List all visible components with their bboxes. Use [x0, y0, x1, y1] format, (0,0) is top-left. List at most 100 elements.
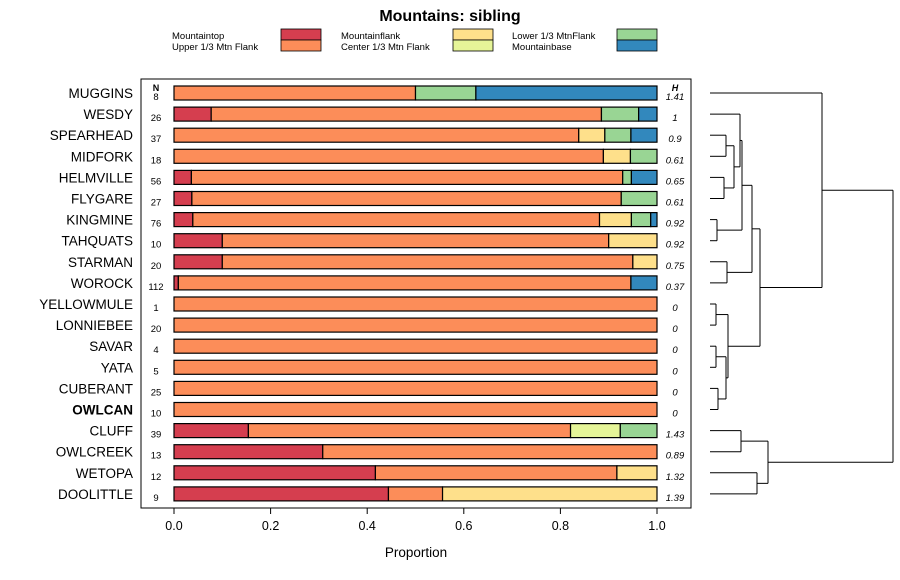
row-label: STARMAN [68, 255, 133, 270]
row-midfork: MIDFORK 18 0.61 [71, 148, 685, 166]
row-h-value: 0.65 [666, 176, 685, 187]
row-n-value: 13 [151, 451, 162, 462]
bar-segment-upper-1-3-mtn-flank [177, 275, 632, 291]
bar-segment-upper-1-3-mtn-flank [190, 169, 624, 185]
row-n-value: 20 [151, 261, 162, 272]
n-column-header: N [153, 83, 160, 93]
row-lonniebee: LONNIEBEE 20 0 [56, 317, 678, 335]
bar-segment-mountainflank [608, 233, 658, 249]
x-tick-label: 0.0 [165, 519, 182, 533]
legend-swatch-lower-1-3-mtnflank [616, 28, 658, 41]
bar-segment-mountainflank [602, 148, 632, 164]
row-starman: STARMAN 20 0.75 [68, 254, 685, 272]
bar-segment-mountainflank [632, 254, 658, 270]
legend-label-mountainflank: Mountainflank [341, 31, 400, 42]
row-label: OWLCREEK [56, 445, 133, 460]
bar-segment-upper-1-3-mtn-flank [173, 317, 658, 333]
row-n-value: 39 [151, 430, 162, 441]
bar-segment-mountaintop [173, 423, 249, 439]
row-n-value: 56 [151, 176, 162, 187]
bar-segment-lower-1-3-mtnflank [600, 106, 640, 122]
bar-segment-upper-1-3-mtn-flank [374, 465, 618, 481]
row-yata: YATA 5 0 [101, 359, 678, 377]
bar-segment-mountainflank [598, 212, 633, 228]
legend-label-mountaintop: Mountaintop [172, 31, 224, 42]
x-axis-label: Proportion [385, 545, 447, 560]
chart-rows: MUGGINS 8 1.41 WESDY 26 1 SPEARHEAD 37 0.9 MIDFOR… [39, 85, 685, 504]
bar-segment-mountaintop [173, 275, 179, 291]
row-n-value: 25 [151, 387, 162, 398]
bar-segment-lower-1-3-mtnflank [622, 169, 633, 185]
row-n-value: 5 [153, 366, 158, 377]
row-label: YATA [101, 360, 133, 375]
bar-segment-lower-1-3-mtnflank [620, 190, 658, 207]
bar-segment-upper-1-3-mtn-flank [173, 359, 658, 375]
row-h-value: 0.9 [668, 134, 682, 145]
row-label: TAHQUATS [61, 234, 133, 249]
row-helmville: HELMVILLE 56 0.65 [59, 169, 685, 187]
bar-segment-mountainbase [475, 85, 658, 101]
row-label: WOROCK [71, 276, 133, 291]
bar-segment-mountaintop [173, 212, 194, 228]
bar-segment-mountaintop [173, 190, 193, 207]
row-muggins: MUGGINS 8 1.41 [68, 85, 685, 103]
legend-label-center-1-3-mtn-flank: Center 1/3 Mtn Flank [341, 42, 430, 53]
row-h-value: 0.61 [666, 198, 685, 209]
bar-segment-mountaintop [173, 233, 223, 249]
bar-segment-upper-1-3-mtn-flank [191, 190, 622, 207]
bar-segment-upper-1-3-mtn-flank [173, 380, 658, 396]
row-cuberant: CUBERANT 25 0 [59, 380, 678, 398]
row-label: SPEARHEAD [50, 128, 134, 143]
bar-segment-upper-1-3-mtn-flank [387, 486, 444, 502]
bar-segment-mountaintop [173, 465, 377, 481]
row-worock: WOROCK 112 0.37 [71, 275, 685, 293]
bar-segment-upper-1-3-mtn-flank [173, 85, 417, 101]
row-label: YELLOWMULE [39, 297, 133, 312]
row-n-value: 26 [151, 113, 162, 124]
bar-segment-lower-1-3-mtnflank [604, 127, 632, 143]
row-n-value: 20 [151, 324, 162, 335]
bar-segment-mountainflank [616, 465, 658, 481]
row-label: LONNIEBEE [56, 318, 133, 333]
row-wesdy: WESDY 26 1 [83, 106, 678, 124]
x-tick-label: 0.4 [359, 519, 376, 533]
row-n-value: 18 [151, 155, 162, 166]
legend-swatch-mountaintop [280, 28, 322, 41]
legend-swatch-mountainbase [616, 39, 658, 52]
row-label: MUGGINS [68, 86, 133, 101]
row-owlcan: OWLCAN 10 0 [72, 401, 678, 420]
bar-segment-upper-1-3-mtn-flank [221, 254, 634, 270]
bar-segment-lower-1-3-mtnflank [629, 148, 658, 164]
row-spearhead: SPEARHEAD 37 0.9 [50, 127, 682, 145]
row-h-value: 0.61 [666, 155, 685, 166]
row-h-value: 0 [672, 345, 678, 356]
legend-swatch-mountainflank [452, 28, 494, 41]
row-wetopa: WETOPA 12 1.32 [76, 465, 685, 483]
row-label: WESDY [83, 107, 133, 122]
bar-segment-lower-1-3-mtnflank [619, 423, 658, 439]
x-tick-label: 0.2 [262, 519, 279, 533]
bar-segment-mountaintop [173, 486, 390, 502]
row-h-value: 1.41 [666, 92, 685, 103]
legend-label-upper-1-3-mtn-flank: Upper 1/3 Mtn Flank [172, 42, 258, 53]
row-kingmine: KINGMINE 76 0.92 [66, 212, 685, 230]
row-h-value: 0.92 [666, 240, 685, 251]
bar-segment-mountaintop [173, 444, 324, 460]
bar-segment-mountaintop [173, 169, 192, 185]
row-n-value: 10 [151, 409, 162, 420]
legend-label-lower-1-3-mtnflank: Lower 1/3 MtnFlank [512, 31, 596, 42]
x-axis: 0.0 0.2 0.4 0.6 0.8 1.0 [165, 508, 666, 533]
row-label: CLUFF [90, 424, 134, 439]
row-label: KINGMINE [66, 213, 133, 228]
row-label: MIDFORK [71, 149, 133, 164]
row-label: DOOLITTLE [58, 487, 133, 502]
bar-segment-mountainflank [578, 127, 606, 143]
row-label: WETOPA [76, 466, 133, 481]
legend-label-mountainbase: Mountainbase [512, 42, 572, 53]
row-tahquats: TAHQUATS 10 0.92 [61, 233, 685, 251]
row-h-value: 1 [672, 113, 677, 124]
row-yellowmule: YELLOWMULE 1 0 [39, 296, 678, 314]
row-owlcreek: OWLCREEK 13 0.89 [56, 444, 685, 462]
